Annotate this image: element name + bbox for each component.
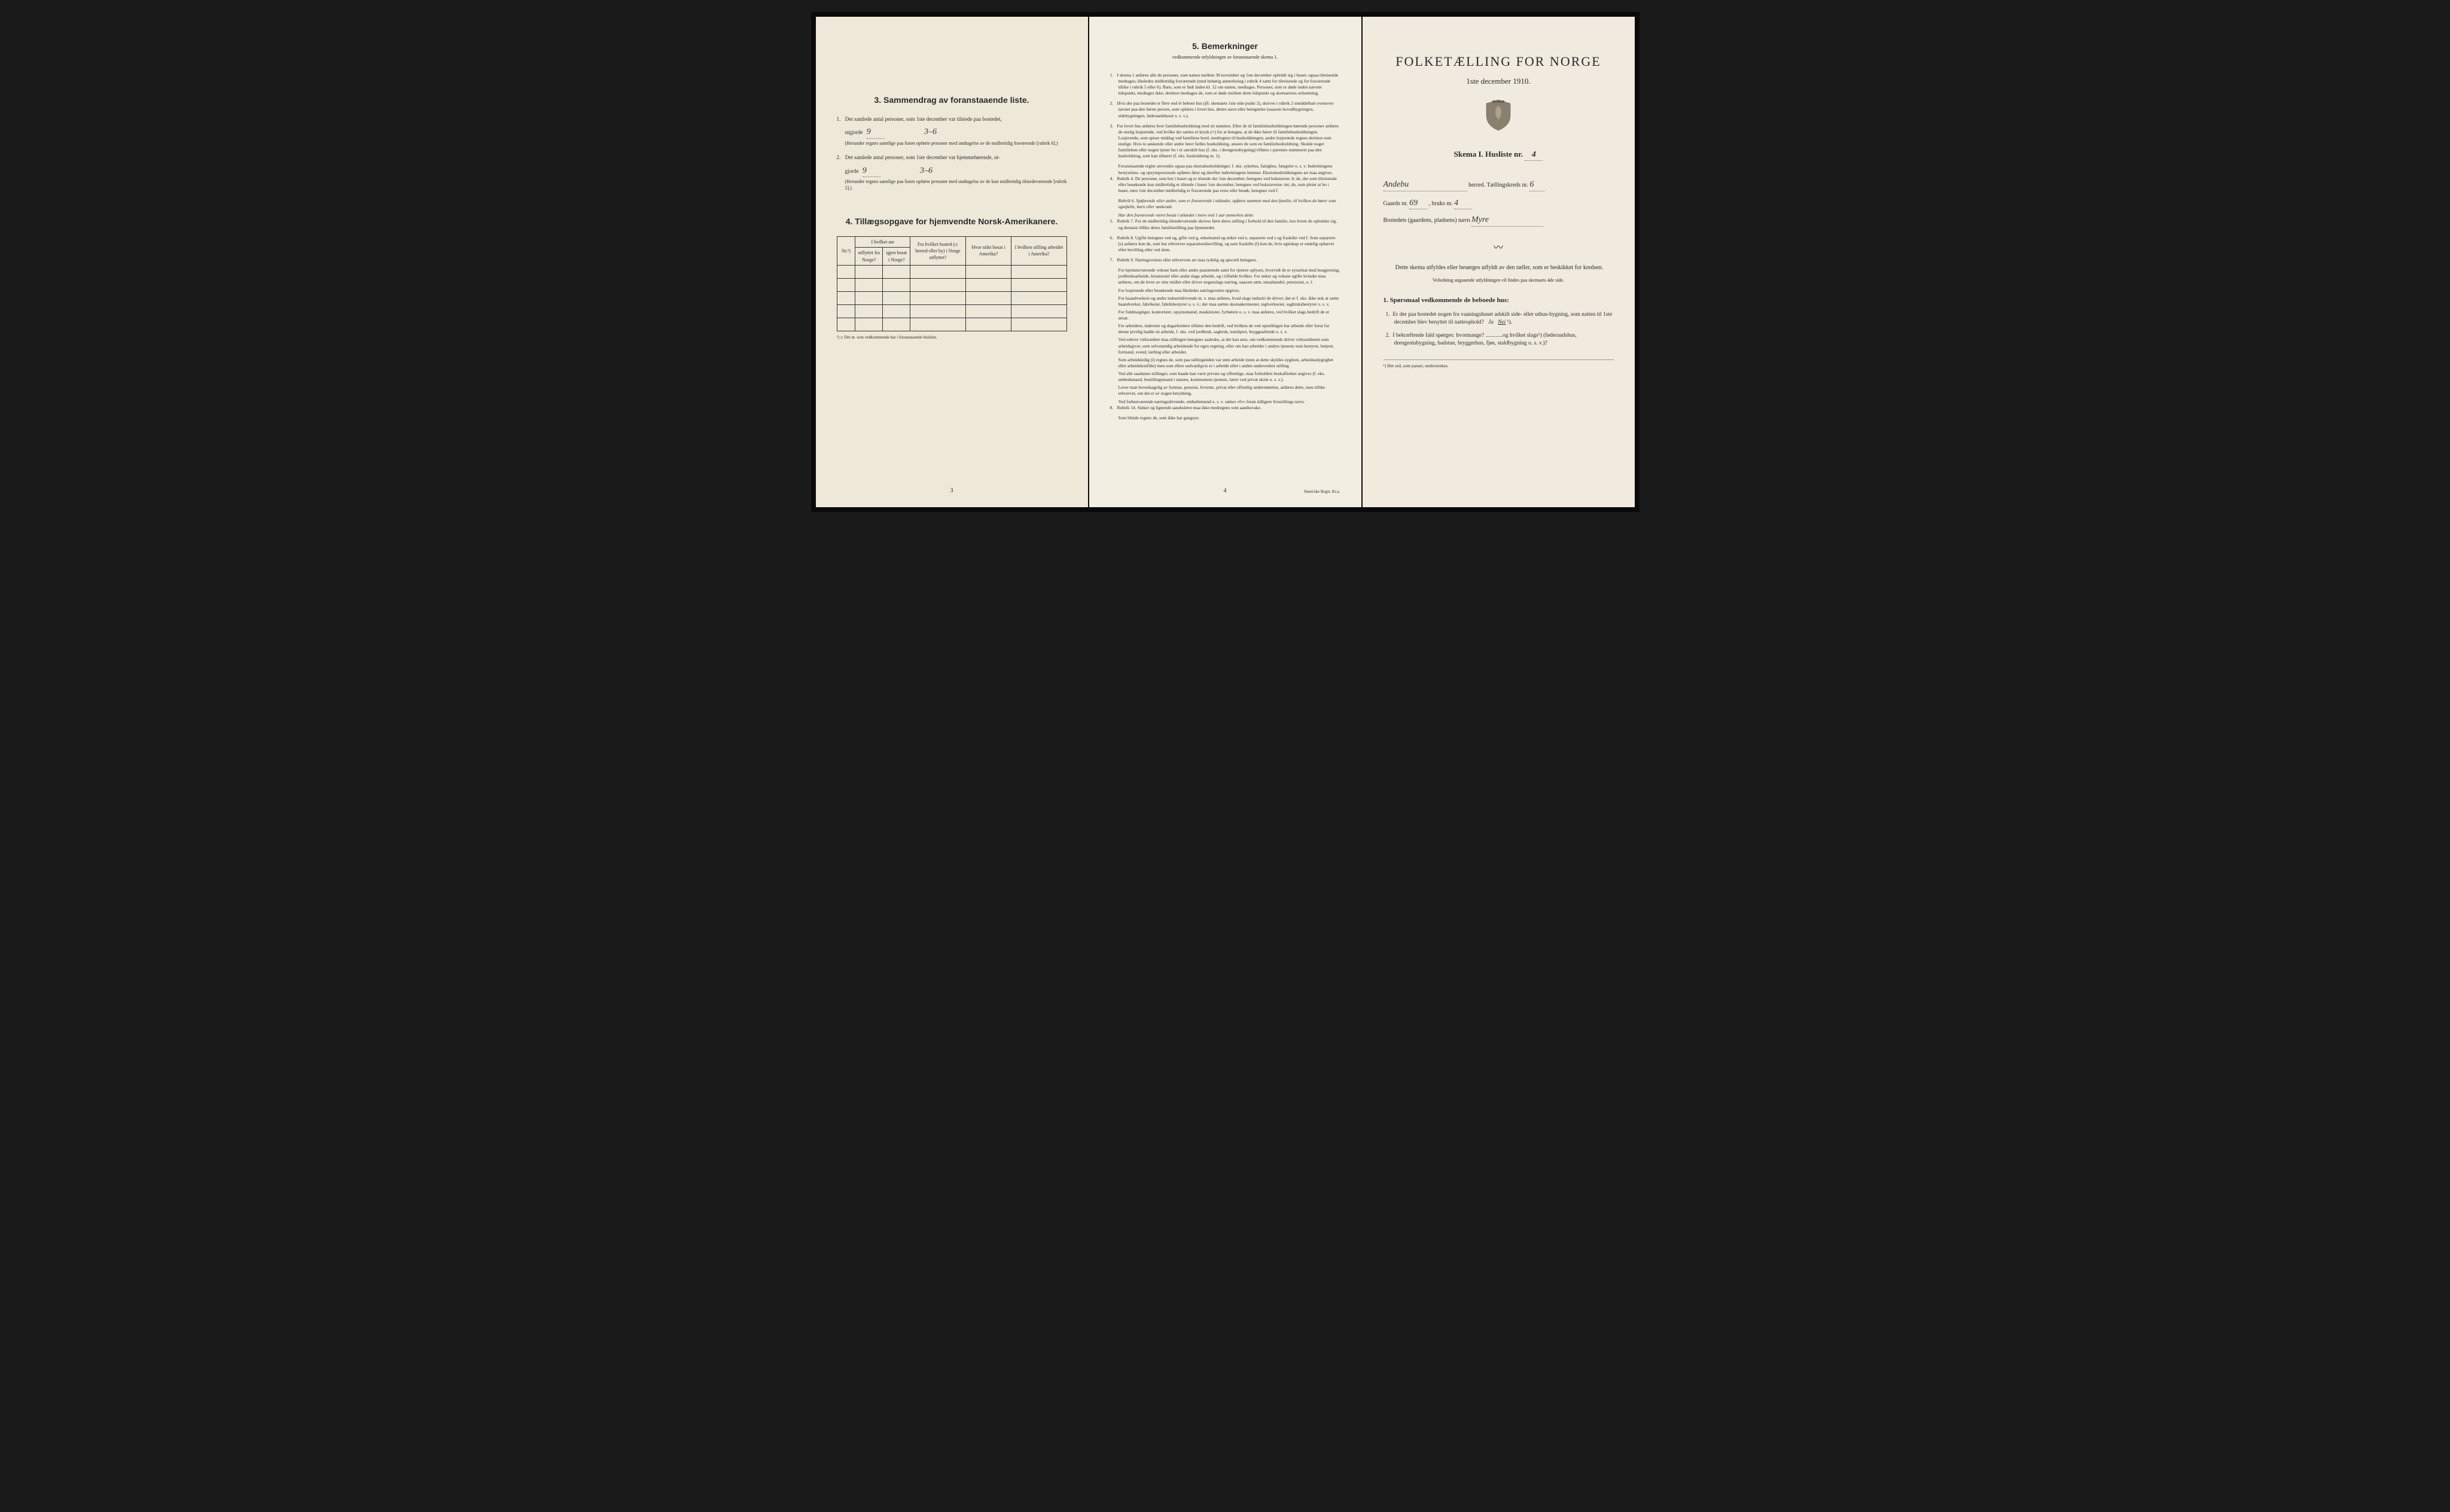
remark-sub: For losjerende eller besøkende maa likel… bbox=[1119, 288, 1340, 294]
col-stilling: I hvilken stilling arbeidet i Amerika? bbox=[1011, 237, 1066, 266]
bosted-name: Myre bbox=[1471, 215, 1489, 224]
remark-sub: For arbeidere, inderster og dagarbeidere… bbox=[1119, 323, 1340, 335]
skema-nr: 4 bbox=[1532, 150, 1536, 159]
herred-line: Andebu herred. Tællingskreds nr. 6 bbox=[1384, 179, 1614, 191]
coat-of-arms-icon bbox=[1384, 99, 1614, 134]
amerikanere-table: Nr.¹) I hvilket aar Fra hvilket bosted (… bbox=[837, 236, 1067, 331]
item2-written: 3–6 bbox=[920, 166, 933, 175]
subcol-igjen: igjen bosat i Norge? bbox=[883, 248, 910, 265]
remark-sub: For haandverkere og andre industridriven… bbox=[1119, 295, 1340, 307]
flourish-icon: 〰 bbox=[1384, 242, 1614, 255]
item1-value: 9 bbox=[867, 127, 871, 136]
summary-item-1: 1. Det samlede antal personer, som 1ste … bbox=[837, 115, 1067, 147]
q2-text: I bekræftende fald spørges: hvormange? .… bbox=[1392, 333, 1576, 346]
herred-name: Andebu bbox=[1384, 180, 1409, 189]
section-3-title: 3. Sammendrag av foranstaaende liste. bbox=[837, 94, 1067, 106]
item2-note: (Herunder regnes samtlige paa listen opf… bbox=[845, 178, 1067, 191]
main-title: FOLKETÆLLING FOR NORGE bbox=[1384, 53, 1614, 71]
skema-line: Skema I. Husliste nr. 4 bbox=[1384, 149, 1614, 161]
item1-written: 3–6 bbox=[924, 127, 937, 136]
question-1: 1. Er der paa bostedet nogen fra vaaning… bbox=[1394, 311, 1614, 327]
table-row bbox=[837, 318, 1066, 331]
bosted-label: Bostedets (gaardens, pladsens) navn bbox=[1384, 217, 1470, 224]
col-nr: Nr.¹) bbox=[837, 237, 855, 266]
remark-sub: For hjemmeværende voksne barn eller andr… bbox=[1119, 267, 1340, 285]
section-5-title: 5. Bemerkninger bbox=[1110, 41, 1340, 53]
remarks-list: 1.I skema 1 anføres alle de personer, so… bbox=[1110, 72, 1340, 421]
gaards-label: Gaards nr. bbox=[1384, 200, 1408, 207]
table-row bbox=[837, 291, 1066, 304]
question-2: 2. I bekræftende fald spørges: hvormange… bbox=[1394, 332, 1614, 348]
item2-value: 9 bbox=[863, 166, 867, 175]
gaards-line: Gaards nr. 69 , bruks nr. 4 bbox=[1384, 197, 1614, 210]
item1-note: (Herunder regnes samtlige paa listen opf… bbox=[845, 140, 1067, 147]
col-aar: I hvilket aar bbox=[855, 237, 910, 248]
kreds-nr: 6 bbox=[1529, 180, 1534, 189]
section-4-title: 4. Tillægsopgave for hjemvendte Norsk-Am… bbox=[837, 216, 1067, 228]
remark-sub: Ved forhenværende næringsdrivende, embed… bbox=[1119, 399, 1340, 405]
table-row bbox=[837, 304, 1066, 318]
page-number-3: 3 bbox=[950, 487, 953, 495]
remark-rubrik: Rubrik 6. Sjøfarende eller andre, som er… bbox=[1119, 198, 1340, 210]
remark-item: 8.Rubrik 14. Sinker og lignende aandsslø… bbox=[1110, 405, 1340, 411]
remark-item: 1.I skema 1 anføres alle de personer, so… bbox=[1110, 72, 1340, 97]
printer-mark: Steen'ske Bogtr. Kr.a. bbox=[1304, 489, 1340, 495]
section-5-sub: vedkommende utfyldningen av foranstaaend… bbox=[1110, 54, 1340, 60]
instruct-2: Veiledning angaaende utfyldningen vil fi… bbox=[1384, 277, 1614, 284]
remark-sub: Som arbeidsledig (l) regnes de, som paa … bbox=[1119, 357, 1340, 369]
table-footnote: ¹) ɔ: Det nr. som vedkommende har i fora… bbox=[837, 335, 1067, 341]
remark-item: 2.Hvis der paa bostedet er flere end ét … bbox=[1110, 100, 1340, 118]
table-body bbox=[837, 265, 1066, 331]
herred-suffix: herred. Tællingskreds nr. bbox=[1468, 182, 1528, 188]
remark-item: 7.Rubrik 9. Næringsveiens eller erhverve… bbox=[1110, 257, 1340, 263]
table-row bbox=[837, 265, 1066, 278]
remark-item: 5.Rubrik 7. For de midlertidig tilstedev… bbox=[1110, 218, 1340, 230]
gaards-nr: 69 bbox=[1409, 199, 1418, 208]
col-amerika-bosat: Hvor sidst bosat i Amerika? bbox=[965, 237, 1011, 266]
remark-rubrik: Har den fraværende været bosat i utlande… bbox=[1119, 212, 1340, 218]
page-number-4: 4 bbox=[1224, 487, 1227, 495]
subtitle: 1ste december 1910. bbox=[1384, 76, 1614, 87]
remark-item: 6.Rubrik 8. Ugifte betegnes ved ug, gift… bbox=[1110, 235, 1340, 253]
remark-sub: Ved enhver virksomhet maa stillingen bet… bbox=[1119, 337, 1340, 355]
page-1-cover: FOLKETÆLLING FOR NORGE 1ste december 191… bbox=[1363, 17, 1635, 507]
col-bosted: Fra hvilket bosted (ɔ: herred eller by) … bbox=[910, 237, 965, 266]
summary-item-2: 2. Det samlede antal personer, som 1ste … bbox=[837, 154, 1067, 192]
remark-sub: Som blinde regnes de, som ikke har gangs… bbox=[1119, 415, 1340, 421]
skema-label: Skema I. Husliste nr. bbox=[1454, 150, 1523, 158]
table-row bbox=[837, 278, 1066, 291]
item1-text: Det samlede antal personer, som 1ste dec… bbox=[845, 116, 1002, 122]
item2-prefix: gjorde bbox=[845, 168, 859, 174]
questions-heading: 1. Spørsmaal vedkommende de beboede hus: bbox=[1384, 296, 1614, 305]
remark-item: 4.Rubrik 4. De personer, som bor i huset… bbox=[1110, 176, 1340, 194]
remark-sub: Ved alle saadanne stillinger, som baade … bbox=[1119, 371, 1340, 383]
remark-sub: Foranstaaende regler anvendes ogsaa paa … bbox=[1119, 163, 1340, 175]
bruks-label: , bruks nr. bbox=[1429, 200, 1453, 207]
item1-prefix: utgjorde bbox=[845, 129, 863, 135]
page-3: 3. Sammendrag av foranstaaende liste. 1.… bbox=[816, 17, 1088, 507]
page-4: 5. Bemerkninger vedkommende utfyldningen… bbox=[1089, 17, 1361, 507]
remark-item: 3.For hvert hus anføres hver familiehush… bbox=[1110, 123, 1340, 160]
q1-text: Er der paa bostedet nogen fra vaaningshu… bbox=[1392, 312, 1612, 325]
bruks-nr: 4 bbox=[1454, 199, 1458, 208]
remark-sub: Lever man hovedsagelig av formue, pensio… bbox=[1119, 385, 1340, 397]
subcol-utflyttet: utflyttet fra Norge? bbox=[855, 248, 883, 265]
footnote: ¹) Det ord, som passer, understrekes. bbox=[1384, 359, 1614, 370]
instruct-1: Dette skema utfyldes eller besørges utfy… bbox=[1384, 264, 1614, 272]
remark-sub: For fuldmægtiger, kontorister, opsynsmæn… bbox=[1119, 309, 1340, 321]
document-spread: 3. Sammendrag av foranstaaende liste. 1.… bbox=[811, 12, 1640, 512]
item2-text: Det samlede antal personer, som 1ste dec… bbox=[845, 154, 1000, 160]
bosted-line: Bostedets (gaardens, pladsens) navn Myre bbox=[1384, 214, 1614, 227]
